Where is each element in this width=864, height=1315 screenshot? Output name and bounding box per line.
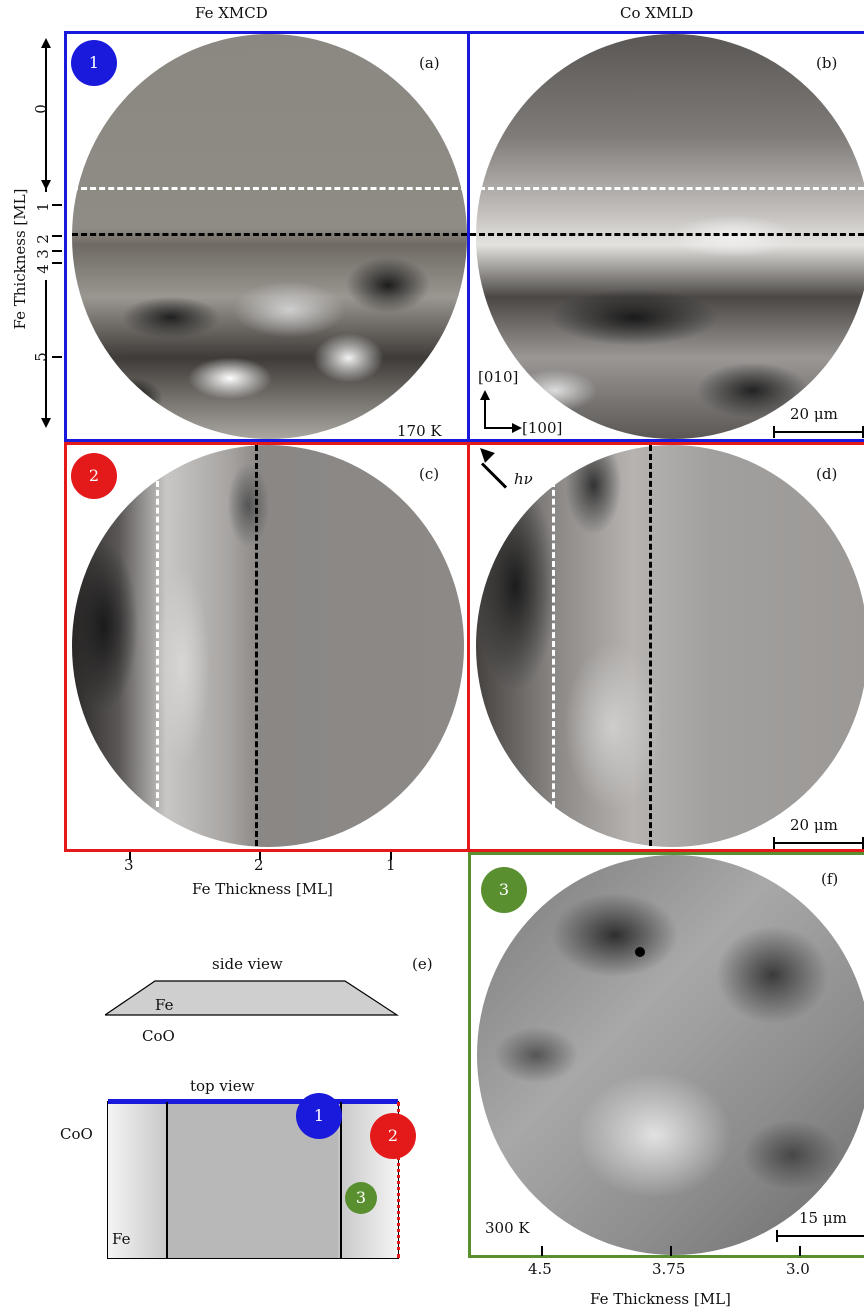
- dashed-line-black: [255, 445, 258, 849]
- photon-label: hν: [514, 470, 533, 488]
- arrow-head-up-icon: [41, 38, 51, 48]
- photon-arrow-shaft: [480, 462, 508, 489]
- left-thickness-axis: Fe Thickness [ML] 0 1 2 3 4 5: [0, 30, 62, 435]
- side-view-fe-label: Fe: [155, 996, 174, 1014]
- axis-x-line: [484, 427, 514, 429]
- axis-label-010: [010]: [478, 368, 519, 386]
- arrow-up-icon: [480, 390, 490, 400]
- scale-bar-f: [776, 1230, 864, 1242]
- bottom-axis-label-f: Fe Thickness [ML]: [590, 1290, 731, 1308]
- badge-3-small: 3: [345, 1182, 377, 1214]
- panel-b: (b) [010] [100] 20 μm: [470, 31, 864, 442]
- dashed-line-white: [72, 187, 467, 190]
- region-divider: [340, 1102, 342, 1258]
- axis-y-line: [484, 397, 486, 429]
- left-axis-label: Fe Thickness [ML]: [11, 188, 29, 330]
- tick-mark: [390, 852, 392, 860]
- image-disc-a: [72, 34, 467, 439]
- tick-label-3: 3: [124, 856, 134, 874]
- badge-2: 2: [71, 453, 117, 499]
- region-divider: [166, 1102, 168, 1258]
- tick-label-4-5: 4.5: [528, 1260, 552, 1278]
- left-tick-1: 1: [33, 202, 52, 212]
- panel-e: (e) side view Fe CoO top view CoO Fe 1 2…: [50, 860, 468, 1265]
- image-disc-c: [72, 445, 464, 847]
- tick-label-3-75: 3.75: [652, 1260, 686, 1278]
- panel-letter-c: (c): [419, 465, 440, 483]
- panel-letter-f: (f): [821, 870, 839, 888]
- left-tick-4: 4: [33, 264, 52, 274]
- image-defect-dot: [635, 947, 645, 957]
- column-title-co-xmld: Co XMLD: [620, 4, 694, 22]
- top-view-fe-label: Fe: [112, 1230, 131, 1248]
- bottom-axis-f: 4.5 3.75 3.0 Fe Thickness [ML]: [468, 1246, 864, 1315]
- side-view-shape: [105, 980, 400, 1016]
- panel-a: 1 (a) 170 K: [64, 31, 470, 442]
- badge-1: 1: [71, 40, 117, 86]
- dashed-line-white: [156, 481, 159, 807]
- badge-1-small: 1: [296, 1093, 342, 1139]
- axis-arrow-top: [45, 42, 47, 192]
- arrow-head-icon: [475, 443, 495, 463]
- tick-mark: [129, 852, 131, 860]
- badge-2-small: 2: [370, 1113, 416, 1159]
- panel-letter-a: (a): [419, 54, 440, 72]
- image-disc-b: [476, 34, 864, 439]
- dashed-line-black: [72, 233, 467, 236]
- temperature-label-f: 300 K: [485, 1219, 530, 1237]
- panel-letter-b: (b): [816, 54, 838, 72]
- panel-c: 2 (c): [64, 442, 470, 852]
- tick-label-1: 1: [386, 856, 396, 874]
- column-title-fe-xmcd: Fe XMCD: [195, 4, 268, 22]
- bottom-axis-c: 3 2 1 Fe Thickness [ML]: [64, 852, 470, 902]
- temperature-label-a: 170 K: [397, 422, 442, 440]
- left-tick-5: 5: [31, 352, 50, 362]
- top-view-label: top view: [190, 1077, 255, 1095]
- side-view-label: side view: [212, 955, 283, 973]
- dashed-line-white: [470, 187, 864, 190]
- scale-label-b: 20 μm: [790, 405, 838, 423]
- panel-f: 3 (f) 300 K 15 μm: [468, 852, 864, 1258]
- left-tick-mark: [52, 204, 62, 206]
- arrow-head-down-icon: [41, 418, 51, 428]
- left-tick-mark: [52, 235, 62, 237]
- side-view-coo-label: CoO: [142, 1027, 175, 1045]
- left-tick-mark: [52, 262, 62, 264]
- left-tick-0: 0: [31, 104, 50, 114]
- scale-bar-b: [773, 426, 864, 438]
- tick-mark: [799, 1246, 801, 1256]
- panel-d: (d) 20 μm: [470, 442, 864, 852]
- top-view-coo-label: CoO: [60, 1125, 93, 1143]
- tick-mark: [670, 1246, 672, 1256]
- image-disc-f: [477, 855, 864, 1255]
- axis-arrow-bottom: [45, 280, 47, 420]
- tick-mark: [259, 852, 261, 860]
- panel-letter-e: (e): [412, 955, 433, 973]
- image-disc-d: [476, 445, 864, 847]
- arrow-right-icon: [512, 423, 522, 433]
- dashed-line-white: [552, 481, 555, 807]
- scale-label-f: 15 μm: [799, 1209, 847, 1227]
- left-tick-mark: [52, 250, 62, 252]
- left-tick-3: 3: [33, 249, 52, 259]
- bottom-axis-label-c: Fe Thickness [ML]: [192, 880, 333, 898]
- blue-edge-marker: [108, 1099, 398, 1104]
- scale-bar-d: [773, 837, 864, 849]
- left-tick-mark: [52, 356, 62, 358]
- dashed-line-black: [649, 445, 652, 849]
- scale-label-d: 20 μm: [790, 816, 838, 834]
- photon-arrow: [475, 443, 518, 489]
- dashed-line-black: [470, 233, 864, 236]
- tick-mark: [541, 1246, 543, 1256]
- left-tick-2: 2: [33, 234, 52, 244]
- panel-letter-d: (d): [816, 465, 838, 483]
- top-view-box: [107, 1099, 400, 1259]
- tick-label-3-0: 3.0: [786, 1260, 810, 1278]
- red-edge-marker: [397, 1102, 400, 1258]
- badge-3: 3: [481, 867, 527, 913]
- tick-label-2: 2: [254, 856, 264, 874]
- axis-label-100: [100]: [522, 419, 563, 437]
- arrow-head-down-icon: [41, 180, 51, 190]
